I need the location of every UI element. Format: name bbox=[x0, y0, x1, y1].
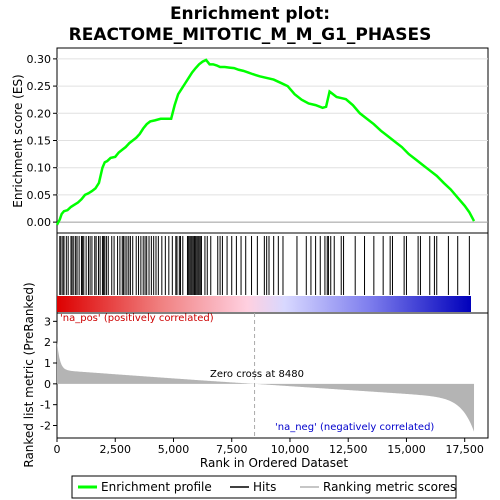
es-tick-label: 0.25 bbox=[27, 80, 52, 93]
metric-tick-label: 0 bbox=[44, 378, 51, 391]
es-axis-label: Enrichment score (ES) bbox=[11, 74, 25, 207]
metric-axis-label: Ranked list metric (PreRanked) bbox=[22, 282, 36, 467]
x-tick-label: 7,500 bbox=[216, 443, 248, 456]
rank-color-bar bbox=[57, 296, 471, 312]
x-tick-label: 5,000 bbox=[158, 443, 190, 456]
es-tick-label: 0.15 bbox=[27, 135, 52, 148]
es-tick-label: 0.00 bbox=[27, 216, 52, 229]
zero-cross-label: Zero cross at 8480 bbox=[210, 369, 304, 380]
x-tick-label: 17,500 bbox=[445, 443, 484, 456]
metric-tick-label: 3 bbox=[44, 315, 51, 328]
chart-title-line-2: REACTOME_MITOTIC_M_M_G1_PHASES bbox=[69, 25, 432, 45]
es-tick-label: 0.05 bbox=[27, 189, 52, 202]
ranking-metric-area bbox=[57, 340, 475, 432]
x-tick-label: 0 bbox=[54, 443, 61, 456]
negative-correlation-label: 'na_neg' (negatively correlated) bbox=[275, 422, 434, 433]
legend-metric-label: Ranking metric scores bbox=[323, 480, 456, 494]
legend-hits-label: Hits bbox=[253, 480, 276, 494]
metric-tick-label: -1 bbox=[40, 399, 51, 412]
enrichment-profile-line bbox=[55, 58, 476, 226]
x-tick-label: 2,500 bbox=[99, 443, 131, 456]
es-tick-label: 0.30 bbox=[27, 53, 52, 66]
positive-correlation-label: 'na_pos' (positively correlated) bbox=[60, 313, 214, 324]
es-tick-label: 0.20 bbox=[27, 107, 52, 120]
es-tick-label: 0.10 bbox=[27, 162, 52, 175]
metric-tick-label: 2 bbox=[44, 336, 51, 349]
legend: Enrichment profile Hits Ranking metric s… bbox=[71, 475, 457, 499]
x-tick-label: 10,000 bbox=[271, 443, 310, 456]
chart-title-line-1: Enrichment plot: bbox=[170, 4, 330, 24]
x-tick-label: 15,000 bbox=[387, 443, 426, 456]
x-tick-label: 12,500 bbox=[329, 443, 368, 456]
x-axis-label: Rank in Ordered Dataset bbox=[200, 456, 348, 470]
legend-enrichment-label: Enrichment profile bbox=[101, 480, 212, 494]
metric-tick-label: 1 bbox=[44, 357, 51, 370]
metric-tick-label: -2 bbox=[40, 420, 51, 433]
